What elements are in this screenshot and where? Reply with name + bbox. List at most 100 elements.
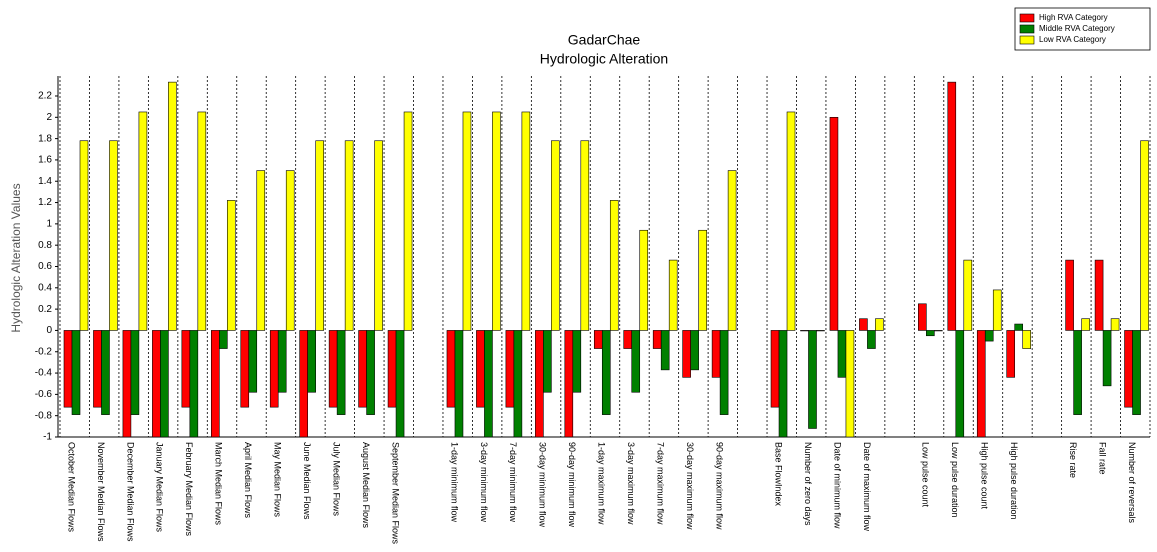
bar xyxy=(307,330,316,393)
x-tick-label: Number of reversals xyxy=(1127,442,1137,524)
x-tick-label: Low pulse duration xyxy=(950,442,960,518)
bar xyxy=(181,330,191,408)
bar xyxy=(660,330,670,371)
legend-box xyxy=(1014,7,1151,51)
bar xyxy=(1006,330,1016,378)
y-tick-label: 1.4 xyxy=(38,176,52,187)
y-tick-label: 1 xyxy=(46,219,52,230)
bar xyxy=(277,330,287,393)
bar xyxy=(668,259,678,331)
bar xyxy=(1065,259,1074,331)
bar xyxy=(248,330,258,393)
x-tick-label: Low pulse count xyxy=(921,442,931,508)
bar xyxy=(947,81,957,331)
bar xyxy=(109,140,118,331)
bar xyxy=(727,170,737,331)
bar xyxy=(403,111,413,331)
y-tick-label: 1.8 xyxy=(38,133,52,144)
x-tick-label: August Median Flows xyxy=(361,442,371,529)
bar xyxy=(1081,318,1090,331)
y-tick-label: 2 xyxy=(46,112,52,123)
bar xyxy=(639,229,649,331)
x-tick-label: January Median Flows xyxy=(155,442,165,533)
legend-label: Low RVA Category xyxy=(1039,35,1106,44)
bar xyxy=(374,140,383,331)
bar xyxy=(682,330,691,378)
y-axis-label: Hydrologic Alteration Values xyxy=(9,183,23,332)
y-tick-label: -0.6 xyxy=(35,389,53,400)
y-tick-label: 0.8 xyxy=(38,240,52,251)
x-tick-label: 90-day maximum flow xyxy=(714,442,724,530)
legend-label: Middle RVA Category xyxy=(1039,24,1115,33)
bar xyxy=(934,330,943,332)
x-tick-label: October Median Flows xyxy=(66,442,76,533)
bar xyxy=(152,330,161,438)
bar xyxy=(189,330,199,438)
x-tick-label: 1-day minimum flow xyxy=(449,442,459,523)
y-tick-label: 0.6 xyxy=(38,261,52,272)
bar xyxy=(535,330,544,438)
bar xyxy=(79,140,89,331)
bar xyxy=(1073,330,1082,415)
bar xyxy=(631,330,641,393)
bar xyxy=(226,200,236,331)
bar xyxy=(240,330,250,408)
bar xyxy=(122,330,132,438)
bar xyxy=(1124,330,1133,408)
x-tick-label: July Median Flows xyxy=(331,442,341,517)
bar xyxy=(1132,330,1141,415)
bar xyxy=(984,330,994,342)
legend-swatch xyxy=(1019,24,1035,34)
bar xyxy=(1110,318,1120,331)
x-tick-label: June Median Flows xyxy=(302,442,312,520)
x-tick-label: 90-day minimum flow xyxy=(567,442,577,528)
bar xyxy=(845,330,855,438)
x-tick-label: Base FlowIndex xyxy=(773,442,783,507)
chart-title: GadarChae xyxy=(568,32,641,48)
x-tick-label: March Median Flows xyxy=(214,442,224,526)
bar xyxy=(256,170,266,331)
bar xyxy=(328,330,338,408)
bar xyxy=(344,140,354,331)
x-tick-label: April Median Flows xyxy=(243,442,253,519)
bar xyxy=(454,330,464,438)
bar xyxy=(285,170,295,331)
bar xyxy=(513,330,523,438)
bar xyxy=(837,330,847,378)
bar xyxy=(138,111,148,331)
x-tick-label: 7-day minimum flow xyxy=(508,442,518,523)
bar xyxy=(609,200,619,331)
legend-label: High RVA Category xyxy=(1039,13,1108,22)
x-tick-label: Date of maximum flow xyxy=(862,442,872,532)
bar xyxy=(572,330,582,393)
bar xyxy=(829,116,839,331)
x-tick-label: November Median Flows xyxy=(96,442,106,542)
bar xyxy=(800,330,809,332)
x-tick-label: High pulse duration xyxy=(1009,442,1019,520)
bar xyxy=(926,330,935,337)
bar xyxy=(71,330,81,415)
bar xyxy=(770,330,780,408)
x-tick-label: Rise rate xyxy=(1068,442,1078,478)
y-tick-label: 2.2 xyxy=(38,91,52,102)
x-tick-label: September Median Flows xyxy=(390,442,400,545)
bar xyxy=(875,318,884,331)
bar xyxy=(269,330,279,408)
bar xyxy=(315,140,324,331)
bar xyxy=(593,330,603,349)
x-tick-label: Fall rate xyxy=(1097,442,1107,475)
bar xyxy=(976,330,986,438)
bar xyxy=(808,330,817,429)
y-tick-label: -1 xyxy=(43,432,52,443)
bar xyxy=(446,330,456,408)
y-tick-label: 0 xyxy=(46,325,52,336)
y-tick-label: 0.2 xyxy=(38,304,52,315)
bar xyxy=(816,330,825,332)
legend-swatch xyxy=(1019,35,1035,45)
bar xyxy=(130,330,140,415)
x-tick-label: Date of minimum flow xyxy=(832,442,842,529)
bar xyxy=(336,330,346,415)
bar xyxy=(101,330,110,415)
bar xyxy=(197,111,207,331)
bar xyxy=(786,111,796,331)
